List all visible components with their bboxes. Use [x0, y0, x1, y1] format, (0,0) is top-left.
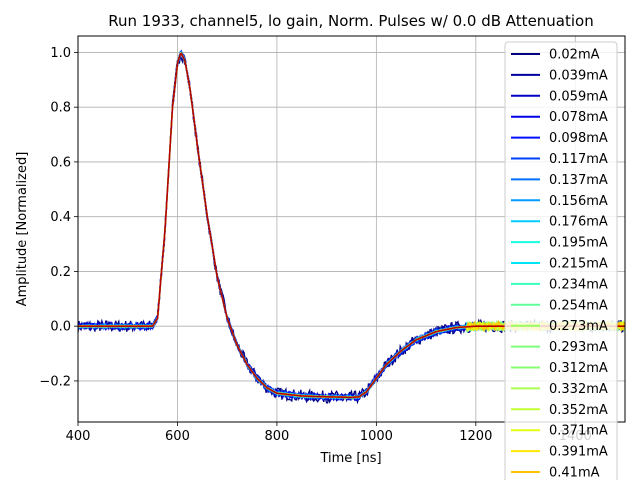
- legend-box: [504, 41, 618, 480]
- legend-label: 0.391mA: [549, 445, 608, 460]
- legend-label: 0.176mA: [549, 215, 608, 230]
- y-tick-label: 0.0: [50, 320, 71, 335]
- legend-label: 0.215mA: [549, 257, 608, 272]
- legend-label: 0.254mA: [549, 298, 608, 313]
- y-tick-label: 0.8: [50, 101, 71, 116]
- legend-label: 0.195mA: [549, 236, 608, 251]
- legend-label: 0.156mA: [549, 194, 608, 209]
- x-tick-label: 400: [66, 429, 91, 444]
- x-tick-label: 1200: [459, 429, 492, 444]
- legend-label: 0.273mA: [549, 319, 608, 334]
- x-tick-label: 800: [264, 429, 289, 444]
- y-tick-label: 0.2: [50, 265, 71, 280]
- legend: 0.02mA 0.039mA 0.059mA 0.078mA 0.098mA 0.117m…: [504, 41, 618, 480]
- legend-label: 0.039mA: [549, 68, 608, 83]
- y-tick-label: −0.2: [39, 374, 71, 389]
- legend-label: 0.137mA: [549, 173, 608, 188]
- chart-title: Run 1933, channel5, lo gain, Norm. Pulse…: [108, 12, 593, 30]
- y-axis-ticks: −0.2 0.0 0.2 0.4 0.6 0.8 1.0: [39, 46, 78, 389]
- legend-label: 0.234mA: [549, 277, 608, 292]
- legend-label: 0.332mA: [549, 382, 608, 397]
- x-axis-label: Time [ns]: [319, 451, 381, 466]
- x-tick-label: 1000: [360, 429, 393, 444]
- legend-label: 0.293mA: [549, 340, 608, 355]
- legend-label: 0.098mA: [549, 131, 608, 146]
- x-tick-label: 600: [165, 429, 190, 444]
- y-tick-label: 0.4: [50, 210, 71, 225]
- plot-frame: [77, 35, 626, 423]
- y-axis-label: Amplitude [Normalized]: [15, 152, 30, 307]
- y-tick-label: 1.0: [50, 46, 71, 61]
- legend-label: 0.352mA: [549, 403, 608, 418]
- legend-label: 0.312mA: [549, 361, 608, 376]
- legend-label: 0.371mA: [549, 424, 608, 439]
- legend-label: 0.059mA: [549, 89, 608, 104]
- legend-label: 0.078mA: [549, 110, 608, 125]
- legend-label: 0.41mA: [549, 466, 600, 480]
- legend-label: 0.117mA: [549, 152, 608, 167]
- y-tick-label: 0.6: [50, 155, 71, 170]
- legend-label: 0.02mA: [549, 48, 600, 63]
